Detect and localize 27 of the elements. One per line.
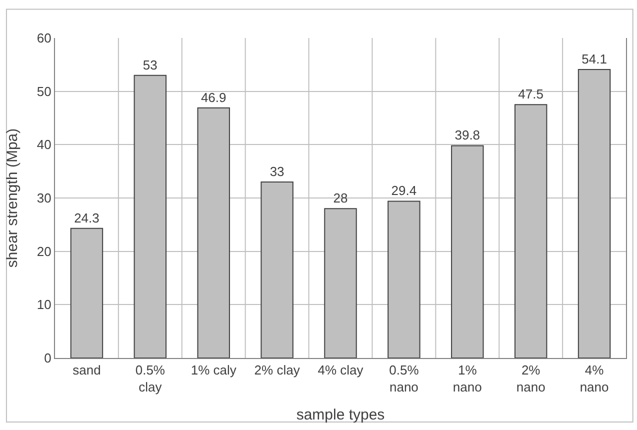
x-tick-label: sand (72, 362, 101, 378)
y-tick-label: 60 (36, 30, 52, 46)
y-tick-label: 50 (36, 84, 52, 99)
x-tick-label: 4% clay (318, 362, 364, 378)
x-tick-label: 4% nano (580, 362, 609, 394)
data-label: 53 (142, 57, 158, 72)
data-label: 28 (333, 190, 348, 206)
data-label: 39.8 (454, 128, 480, 143)
x-tick-label: 1% caly (190, 362, 237, 378)
y-tick-label: 10 (36, 297, 52, 312)
x-tick-label: 1% nano (452, 362, 482, 394)
data-label: 33 (270, 164, 284, 179)
y-tick-label: 20 (36, 244, 52, 259)
y-tick-label: 40 (36, 137, 52, 152)
y-tick-label: 0 (44, 350, 52, 366)
data-label: 46.9 (200, 90, 226, 105)
x-tick-label: 2% clay (254, 362, 300, 378)
y-tick-label: 30 (36, 190, 52, 206)
x-tick-label: 0.5% clay (135, 362, 166, 394)
data-label: 24.3 (74, 210, 100, 226)
data-label: 54.1 (582, 51, 607, 66)
y-axis-title: shear strength (Mpa) (4, 128, 22, 268)
x-axis-title: sample types (296, 406, 385, 424)
data-label: 29.4 (391, 183, 417, 198)
data-label: 47.5 (518, 86, 544, 102)
x-tick-label: 2% nano (516, 362, 546, 394)
x-tick-label: 0.5% nano (389, 362, 420, 394)
